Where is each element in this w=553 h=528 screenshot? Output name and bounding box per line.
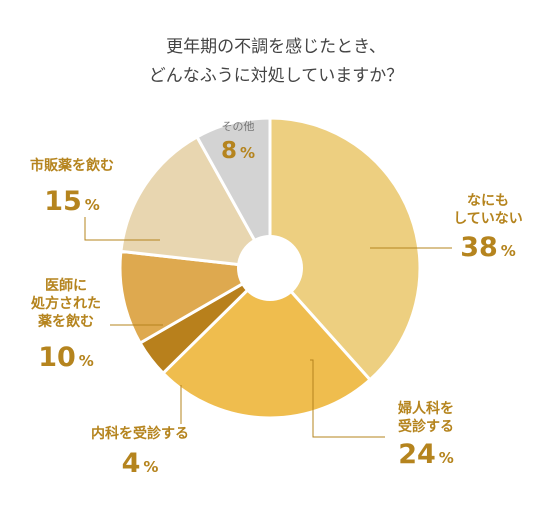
slice-label: 婦人科を <box>397 400 454 417</box>
chart-title-line: どんなふうに対処していますか？ <box>149 66 404 86</box>
pie-slice <box>161 266 372 420</box>
donut-hole <box>237 235 303 301</box>
slice-label: 受診する <box>398 418 454 435</box>
leader-line <box>84 217 160 241</box>
slice-value-label: 8% <box>221 138 255 164</box>
slice-label: 市販薬を飲む <box>30 157 114 174</box>
leader-line <box>310 359 385 438</box>
slice-label: その他 <box>222 120 255 133</box>
slice-value-label: 10% <box>38 342 94 373</box>
slice-value-label: 24% <box>398 439 454 470</box>
pie-slice <box>268 116 422 382</box>
slice-value-label: 38% <box>460 232 516 263</box>
slice-label: 薬を飲む <box>38 313 94 330</box>
slice-label: 処方された <box>30 295 101 312</box>
slice-label: 内科を受診する <box>91 425 189 442</box>
pie-slice <box>118 249 272 345</box>
slice-label: 医師に <box>45 277 87 294</box>
chart-title-line: 更年期の不調を感じたとき、 <box>166 37 386 57</box>
slice-value-label: 15% <box>44 186 100 217</box>
pie-slice <box>195 116 272 270</box>
slice-value-label: 4% <box>122 448 159 479</box>
slice-label: なにも <box>467 193 509 209</box>
slice-label: していない <box>453 211 523 227</box>
pie-slice <box>119 135 272 270</box>
